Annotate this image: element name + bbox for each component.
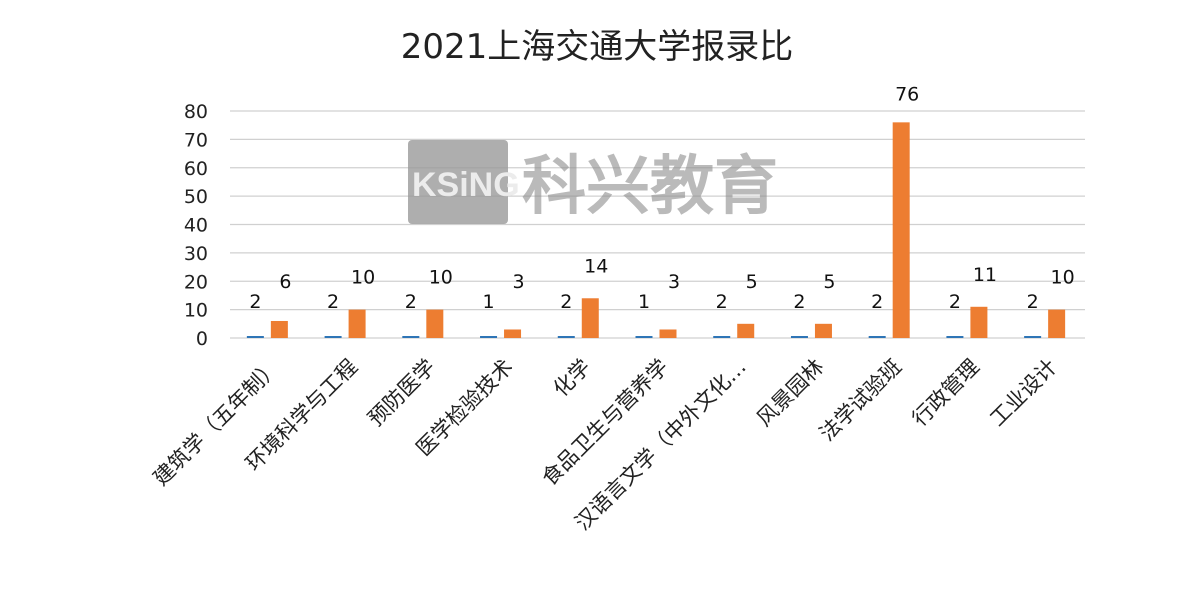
- data-label: 5: [746, 271, 758, 293]
- bar-series-2: [270, 320, 288, 338]
- chart-title: 2021上海交通大学报录比: [401, 27, 794, 67]
- y-tick-label: 30: [184, 243, 208, 265]
- x-category-label: 风景园林: [752, 355, 828, 431]
- bar-series-2: [659, 329, 677, 338]
- bar-series-1: [480, 336, 498, 338]
- data-label: 6: [279, 271, 291, 293]
- y-tick-label: 60: [184, 158, 208, 180]
- bar-series-1: [1024, 336, 1042, 338]
- y-tick-label: 70: [184, 129, 208, 151]
- bar-series-1: [713, 336, 731, 338]
- data-label: 2: [1027, 291, 1039, 313]
- bar-series-2: [814, 323, 832, 338]
- y-tick-label: 10: [184, 300, 208, 322]
- data-label: 2: [405, 291, 417, 313]
- data-label: 1: [638, 291, 650, 313]
- data-label: 2: [249, 291, 261, 313]
- bar-series-1: [402, 336, 420, 338]
- y-tick-label: 20: [184, 271, 208, 293]
- data-label: 2: [949, 291, 961, 313]
- x-category-label: 化学: [549, 355, 596, 402]
- bar-series-2: [892, 122, 910, 338]
- y-tick-label: 80: [184, 101, 208, 123]
- bar-series-1: [946, 336, 964, 338]
- x-category-label: 预防医学: [363, 355, 439, 431]
- bar-series-1: [324, 336, 342, 338]
- data-label: 2: [327, 291, 339, 313]
- watermark-logo: [408, 140, 508, 224]
- bar-series-2: [970, 306, 988, 338]
- bar-series-2: [737, 323, 755, 338]
- bars: [246, 122, 1066, 338]
- data-label: 14: [584, 255, 608, 277]
- bar-series-2: [581, 298, 599, 338]
- data-label: 2: [716, 291, 728, 313]
- bar-series-2: [426, 309, 444, 338]
- data-label: 10: [429, 267, 453, 289]
- data-label: 11: [973, 264, 997, 286]
- data-label: 5: [823, 271, 835, 293]
- data-label: 1: [482, 291, 494, 313]
- y-axis-ticks: 0 10 20 30 40 50 60 70 80: [184, 101, 208, 350]
- bar-series-1: [868, 336, 886, 338]
- bar-series-2: [1048, 309, 1066, 338]
- bar-series-1: [557, 336, 575, 338]
- watermark: KSiNG 科兴教育: [408, 140, 778, 224]
- data-label: 10: [1051, 267, 1075, 289]
- data-label: 76: [895, 83, 919, 105]
- data-label: 2: [793, 291, 805, 313]
- x-category-label: 行政管理: [908, 355, 984, 431]
- y-tick-label: 40: [184, 215, 208, 237]
- x-category-label: 工业设计: [985, 355, 1061, 431]
- gridlines: [230, 110, 1085, 339]
- bar-series-2: [504, 329, 522, 338]
- y-tick-label: 50: [184, 186, 208, 208]
- y-tick-label: 0: [196, 328, 208, 350]
- bar-series-1: [635, 336, 653, 338]
- data-label: 3: [668, 271, 680, 293]
- data-label: 2: [560, 291, 572, 313]
- x-category-label: 建筑学（五年制）: [149, 355, 285, 491]
- bar-series-1: [790, 336, 808, 338]
- watermark-text: 科兴教育: [522, 150, 778, 224]
- data-label: 10: [351, 267, 375, 289]
- x-category-label: 法学试验班: [815, 355, 906, 446]
- bar-series-2: [348, 309, 366, 338]
- bar-series-1: [246, 336, 264, 338]
- watermark-logo-text: KSiNG: [412, 166, 520, 204]
- data-label: 2: [871, 291, 883, 313]
- data-label: 3: [512, 271, 524, 293]
